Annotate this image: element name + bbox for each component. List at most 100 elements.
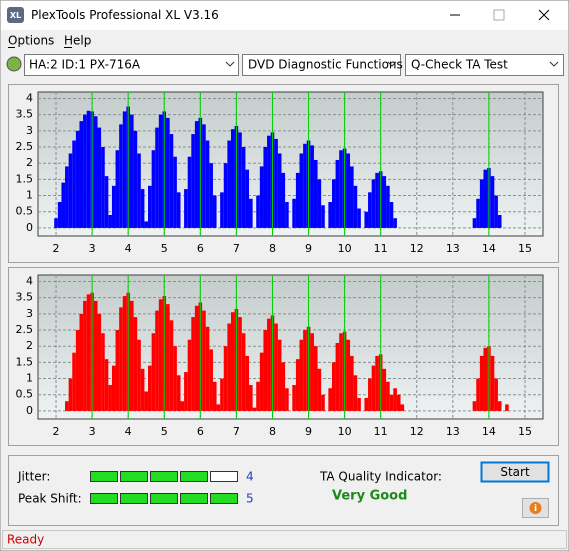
x-tick-label: 8 xyxy=(269,425,276,438)
window-title: PlexTools Professional XL V3.16 xyxy=(31,8,219,22)
bar xyxy=(393,218,397,228)
y-tick-label: 1.5 xyxy=(16,355,34,368)
bar xyxy=(350,166,354,228)
bar xyxy=(133,317,138,411)
bar xyxy=(61,182,66,228)
bar xyxy=(292,385,296,411)
y-tick-label: 2.5 xyxy=(16,323,34,336)
y-tick-label: 0.5 xyxy=(16,205,34,218)
bar xyxy=(111,365,116,411)
bar xyxy=(295,359,300,411)
x-tick-label: 10 xyxy=(338,425,352,438)
bar xyxy=(158,299,163,411)
bar xyxy=(176,192,181,228)
bar xyxy=(144,221,149,228)
bar xyxy=(220,378,224,411)
bar xyxy=(245,169,250,228)
bar xyxy=(148,185,152,228)
bar xyxy=(223,163,228,228)
x-tick-label: 3 xyxy=(89,425,96,438)
bar xyxy=(357,397,361,411)
function-select[interactable] xyxy=(242,54,401,76)
bar xyxy=(505,404,509,411)
function-select-text: DVD Diagnostic Functions xyxy=(248,58,403,72)
bar xyxy=(209,349,213,411)
bar xyxy=(180,401,185,411)
bar xyxy=(122,111,127,228)
bar xyxy=(389,202,394,228)
bar xyxy=(382,176,387,228)
bar xyxy=(68,153,73,228)
bar xyxy=(212,195,217,228)
bar xyxy=(317,368,322,411)
x-tick-label: 4 xyxy=(125,242,132,255)
app-icon xyxy=(7,7,24,23)
bar xyxy=(303,143,307,228)
status-bar xyxy=(2,530,567,549)
drive-select-text: HA:2 ID:1 PX-716A xyxy=(29,58,141,72)
meter-segment xyxy=(90,471,118,482)
bar xyxy=(212,381,217,411)
bar xyxy=(101,147,105,228)
bar xyxy=(108,385,112,411)
bar xyxy=(393,388,397,411)
bar xyxy=(238,132,242,228)
x-tick-label: 12 xyxy=(410,425,424,438)
bar xyxy=(317,179,322,228)
bar xyxy=(75,330,80,411)
x-tick-label: 14 xyxy=(482,242,496,255)
bar xyxy=(285,202,289,228)
bar xyxy=(194,121,199,228)
bar xyxy=(79,121,84,228)
bar xyxy=(176,375,181,411)
bar xyxy=(299,153,304,228)
meter-segment xyxy=(150,471,178,482)
y-tick-label: 3 xyxy=(26,307,33,320)
bar xyxy=(328,388,332,411)
bar xyxy=(137,339,141,411)
bar xyxy=(472,401,477,411)
y-tick-label: 0.5 xyxy=(16,388,34,401)
bar xyxy=(263,147,268,228)
meter-segment xyxy=(120,471,148,482)
meter-segment xyxy=(180,471,208,482)
bar xyxy=(173,156,177,228)
meter-segment xyxy=(120,493,148,504)
status-text: Ready xyxy=(7,533,44,547)
x-tick-label: 13 xyxy=(446,425,460,438)
bar xyxy=(155,127,159,228)
bar xyxy=(321,205,325,228)
test-select[interactable] xyxy=(405,54,564,76)
bar xyxy=(331,362,336,411)
bar xyxy=(65,166,69,228)
x-tick-label: 11 xyxy=(374,425,388,438)
drive-icon xyxy=(6,56,22,72)
peak-shift-value: 5 xyxy=(246,492,254,506)
bar xyxy=(140,368,145,411)
x-tick-label: 6 xyxy=(197,242,204,255)
bar xyxy=(292,198,296,228)
close-button[interactable] xyxy=(538,9,550,21)
meter-segment xyxy=(150,493,178,504)
start-button[interactable] xyxy=(480,461,550,483)
bar xyxy=(386,185,390,228)
bar xyxy=(389,394,394,411)
bar xyxy=(364,397,369,411)
menu-help[interactable]: Help xyxy=(64,34,91,48)
bar xyxy=(140,189,145,228)
app-icon-text: XL xyxy=(10,11,21,20)
maximize-button[interactable] xyxy=(493,9,505,21)
bar xyxy=(267,135,271,228)
x-tick-label: 15 xyxy=(518,242,532,255)
drive-select[interactable] xyxy=(24,54,239,76)
jitter-label: Jitter: xyxy=(17,470,50,484)
bar xyxy=(155,310,159,411)
y-tick-label: 0 xyxy=(26,404,33,417)
menu-options[interactable]: Options xyxy=(8,34,54,48)
bar xyxy=(205,140,210,228)
bar xyxy=(256,195,260,228)
ta-label: TA Quality Indicator: xyxy=(319,470,442,484)
dropdown-arrow xyxy=(225,61,235,67)
info-icon xyxy=(529,502,542,514)
bar xyxy=(54,218,58,228)
